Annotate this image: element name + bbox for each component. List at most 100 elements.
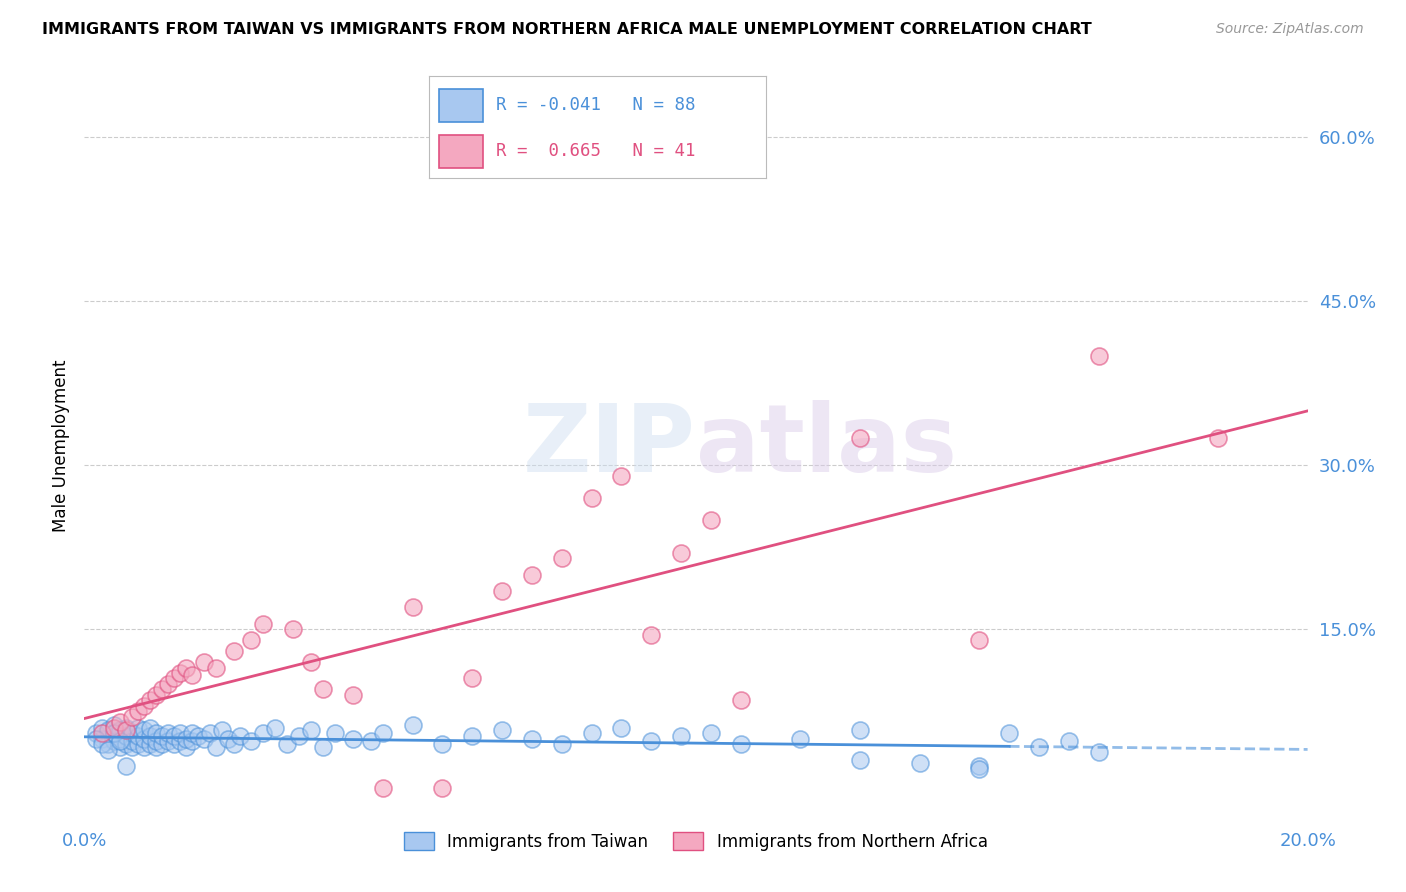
Point	[849, 723, 872, 737]
Point	[84, 731, 107, 746]
Point	[132, 731, 155, 746]
Point	[103, 718, 125, 732]
Point	[139, 693, 162, 707]
Point	[145, 740, 167, 755]
Point	[145, 726, 167, 740]
Point	[163, 730, 186, 744]
Point	[108, 740, 131, 755]
Point	[150, 682, 173, 697]
Point	[103, 726, 125, 740]
Point	[163, 737, 186, 751]
Point	[115, 737, 138, 751]
Point	[283, 622, 305, 636]
Point	[121, 726, 143, 740]
Point	[299, 655, 322, 669]
Point	[401, 718, 423, 732]
Point	[252, 726, 274, 740]
Point	[669, 546, 692, 560]
Point	[461, 672, 484, 686]
Point	[115, 723, 138, 737]
Point	[669, 730, 692, 744]
Point	[252, 616, 274, 631]
Point	[432, 780, 454, 795]
Point	[204, 740, 226, 755]
Point	[180, 668, 202, 682]
Point	[115, 759, 138, 773]
Point	[91, 721, 114, 735]
Point	[520, 731, 543, 746]
Point	[969, 759, 991, 773]
Text: atlas: atlas	[696, 400, 957, 492]
Point	[551, 737, 574, 751]
Point	[211, 723, 233, 737]
Point	[520, 567, 543, 582]
Point	[174, 740, 197, 755]
Point	[174, 731, 197, 746]
Point	[1206, 431, 1229, 445]
Point	[491, 723, 513, 737]
Text: ZIP: ZIP	[523, 400, 696, 492]
Point	[432, 737, 454, 751]
Point	[969, 762, 991, 776]
Point	[103, 733, 125, 747]
Point	[97, 737, 120, 751]
Point	[115, 721, 138, 735]
FancyBboxPatch shape	[439, 136, 482, 168]
Point	[115, 730, 138, 744]
Point	[610, 721, 633, 735]
Point	[288, 730, 311, 744]
Point	[156, 677, 179, 691]
Point	[187, 730, 209, 744]
Point	[121, 710, 143, 724]
Y-axis label: Male Unemployment: Male Unemployment	[52, 359, 70, 533]
Point	[789, 731, 811, 746]
Point	[169, 733, 191, 747]
Point	[730, 737, 752, 751]
Text: Source: ZipAtlas.com: Source: ZipAtlas.com	[1216, 22, 1364, 37]
Point	[551, 551, 574, 566]
Point	[371, 780, 394, 795]
Point	[299, 723, 322, 737]
Point	[108, 715, 131, 730]
Point	[84, 726, 107, 740]
Point	[108, 733, 131, 747]
Point	[97, 723, 120, 737]
Point	[1028, 740, 1050, 755]
Point	[132, 740, 155, 755]
Point	[103, 726, 125, 740]
Point	[969, 633, 991, 648]
Point	[700, 513, 723, 527]
Point	[121, 733, 143, 747]
Point	[312, 740, 335, 755]
Point	[156, 726, 179, 740]
Point	[150, 737, 173, 751]
Point	[121, 740, 143, 755]
Point	[312, 682, 335, 697]
Text: IMMIGRANTS FROM TAIWAN VS IMMIGRANTS FROM NORTHERN AFRICA MALE UNEMPLOYMENT CORR: IMMIGRANTS FROM TAIWAN VS IMMIGRANTS FRO…	[42, 22, 1092, 37]
Point	[145, 688, 167, 702]
Point	[91, 726, 114, 740]
Point	[371, 726, 394, 740]
Point	[849, 431, 872, 445]
Point	[127, 730, 149, 744]
Point	[91, 737, 114, 751]
Point	[908, 756, 931, 770]
Point	[174, 660, 197, 674]
Point	[323, 726, 346, 740]
Point	[1087, 745, 1109, 759]
Point	[610, 469, 633, 483]
Point	[193, 731, 215, 746]
Point	[998, 726, 1021, 740]
Point	[198, 726, 221, 740]
Point	[127, 737, 149, 751]
Point	[276, 737, 298, 751]
Point	[97, 742, 120, 756]
Text: R = -0.041   N = 88: R = -0.041 N = 88	[496, 95, 696, 113]
Point	[222, 737, 245, 751]
Point	[139, 730, 162, 744]
Point	[204, 660, 226, 674]
Point	[103, 721, 125, 735]
Point	[401, 600, 423, 615]
FancyBboxPatch shape	[439, 89, 482, 122]
Point	[180, 726, 202, 740]
